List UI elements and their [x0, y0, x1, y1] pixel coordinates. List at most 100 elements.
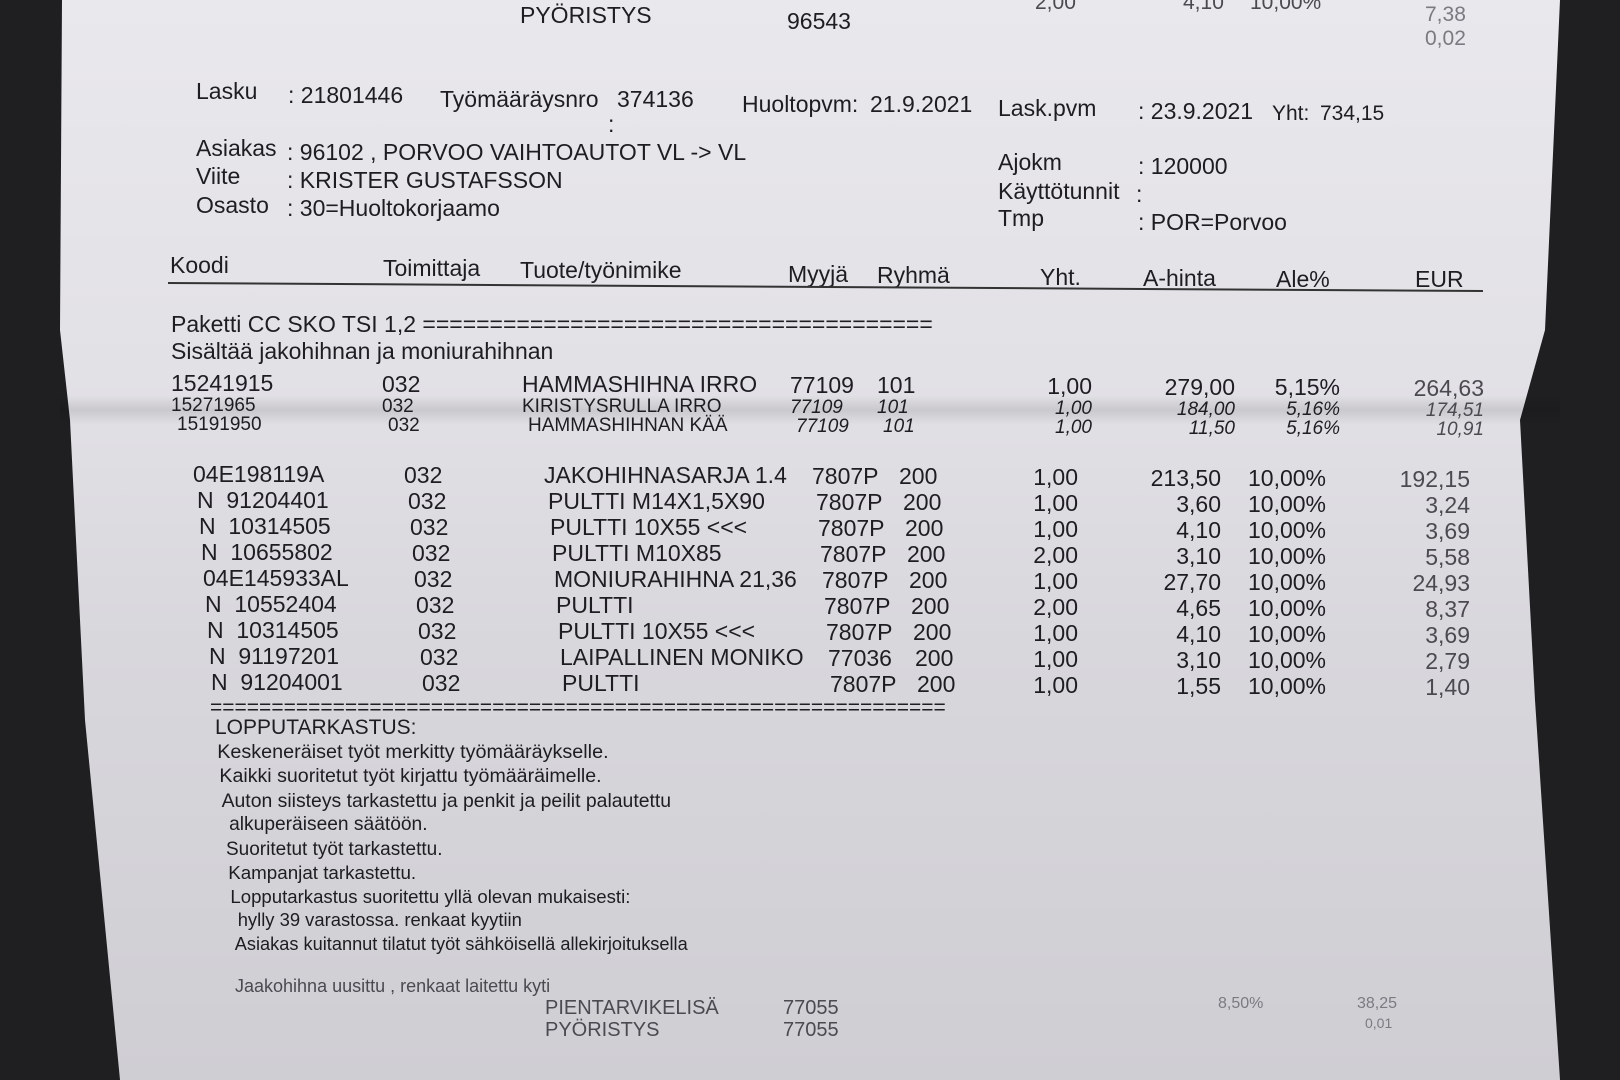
pyoristys-label: PYÖRISTYS — [545, 1019, 660, 1041]
kayttotunnit-value: : — [1136, 181, 1143, 207]
cell-toimittaja: 032 — [416, 591, 455, 618]
cell-koodi: N 10314505 — [199, 513, 331, 539]
tyomaarays-label: Työmääräysnro — [440, 86, 599, 112]
viite-value: : KRISTER GUSTAFSSON — [287, 167, 563, 193]
cell-ryhma: 200 — [909, 567, 948, 594]
cell-toimittaja: 032 — [404, 461, 443, 488]
cell-koodi: N 91204401 — [197, 487, 329, 513]
col-koodi: Koodi — [170, 252, 229, 278]
pientarvike-label: PIENTARVIKELISÄ — [545, 997, 719, 1019]
cell-ale: 10,00% — [1247, 673, 1326, 700]
note-line: alkuperäiseen säätöön. — [223, 814, 428, 835]
cell-tuote: KIRISTYSRULLA IRRO — [522, 396, 722, 418]
cell-eur: 10,91 — [1436, 418, 1484, 440]
top-rounding-label: PYÖRISTYS — [520, 2, 652, 28]
cell-toimittaja: 032 — [382, 370, 421, 397]
cell-ahinta: 27,70 — [1163, 568, 1221, 595]
cell-myyja: 7807P — [816, 488, 883, 515]
cell-myyja: 7807P — [822, 566, 889, 593]
cell-ale: 5,15% — [1274, 374, 1340, 401]
footer-note: Jaakohihna uusittu , renkaat laitettu ky… — [235, 976, 551, 996]
osasto-label: Osasto — [196, 192, 269, 218]
col-toimittaja: Toimittaja — [383, 255, 481, 281]
note-line: Asiakas kuitannut tilatut työt sähköisel… — [234, 934, 688, 954]
cell-yht: 1,00 — [1033, 516, 1078, 542]
cell-ryhma: 200 — [899, 463, 938, 490]
cell-tuote: PULTTI 10X55 <<< — [550, 514, 748, 541]
cell-ryhma: 101 — [877, 397, 909, 419]
note-line: Suoritetut työt tarkastettu. — [226, 839, 443, 860]
cell-ale: 10,00% — [1247, 595, 1326, 622]
cell-eur: 3,69 — [1425, 621, 1470, 648]
col-yht: Yht. — [1040, 264, 1081, 290]
separator: ========================================… — [210, 696, 946, 719]
cell-toimittaja: 032 — [412, 539, 451, 566]
top-total: 7,38 — [1425, 3, 1466, 26]
cell-ahinta: 1,55 — [1176, 672, 1221, 699]
cell-toimittaja: 032 — [388, 414, 420, 436]
cell-myyja: 77109 — [796, 415, 849, 437]
cell-myyja: 7807P — [818, 514, 885, 541]
yht-label: Yht: — [1272, 102, 1310, 125]
cell-eur: 8,37 — [1425, 595, 1470, 622]
viite-label: Viite — [196, 163, 241, 189]
note-line: Kampanjat tarkastettu. — [228, 862, 417, 883]
cell-tuote: JAKOHIHNASARJA 1.4 — [544, 462, 787, 489]
asiakas-label: Asiakas — [196, 135, 277, 161]
cell-koodi: 04E198119A — [193, 461, 325, 487]
cell-ale: 10,00% — [1247, 491, 1326, 518]
cell-eur: 3,24 — [1425, 491, 1470, 518]
cell-ryhma: 200 — [917, 671, 956, 698]
col-ale: Ale% — [1276, 266, 1330, 292]
col-myyja: Myyjä — [788, 261, 849, 287]
cell-ahinta: 11,50 — [1188, 417, 1235, 439]
pientarvike-code: 77055 — [783, 997, 839, 1019]
cell-ale: 10,00% — [1247, 647, 1326, 674]
pyoristys-eur: 0,01 — [1365, 1015, 1393, 1031]
cell-ale: 5,16% — [1286, 399, 1340, 421]
osasto-value: : 30=Huoltokorjaamo — [287, 195, 500, 221]
cell-ale: 10,00% — [1247, 517, 1326, 544]
huoltopvm-label: Huoltopvm: — [742, 91, 859, 117]
cell-toimittaja: 032 — [410, 513, 449, 540]
cell-tuote: HAMMASHIHNAN KÄÄ — [528, 415, 728, 437]
cell-yht: 1,00 — [1055, 417, 1092, 438]
cell-myyja: 7807P — [826, 618, 893, 645]
cell-tuote: PULTTI — [562, 670, 640, 697]
cell-ryhma: 200 — [905, 515, 944, 542]
cell-yht: 1,00 — [1033, 568, 1078, 594]
cell-myyja: 77109 — [790, 396, 843, 418]
pyoristys-code: 77055 — [783, 1019, 839, 1041]
kayttotunnit-label: Käyttötunnit — [998, 178, 1120, 204]
note-line: Auton siisteys tarkastettu ja penkit ja … — [221, 790, 672, 812]
cell-toimittaja: 032 — [408, 487, 447, 514]
cell-toimittaja: 032 — [414, 565, 453, 592]
cell-tuote: MONIURAHIHNA 21,36 — [554, 566, 797, 593]
cell-ryhma: 200 — [903, 489, 942, 516]
lasku-label: Lasku — [196, 78, 258, 104]
cell-ahinta: 3,10 — [1176, 542, 1221, 569]
cell-ale: 10,00% — [1247, 569, 1326, 596]
cell-yht: 1,00 — [1033, 646, 1078, 672]
cell-eur: 5,58 — [1425, 543, 1470, 570]
cell-tuote: LAIPALLINEN MONIKO — [560, 644, 804, 671]
note-line: Kaikki suoritetut työt kirjattu työmäärä… — [219, 765, 602, 787]
cell-koodi: 15241915 — [171, 370, 274, 396]
ajokm-value: : 120000 — [1138, 153, 1228, 179]
top-qty: 2,00 — [1035, 0, 1076, 14]
cell-ryhma: 200 — [913, 619, 952, 646]
cell-ahinta: 213,50 — [1150, 464, 1221, 491]
cell-yht: 1,00 — [1033, 464, 1078, 490]
cell-myyja: 77036 — [828, 644, 892, 671]
tmp-value: : POR=Porvoo — [1138, 209, 1287, 235]
cell-yht: 1,00 — [1033, 672, 1078, 698]
lasku-value: : 21801446 — [288, 82, 404, 108]
cell-ahinta: 184,00 — [1176, 398, 1235, 420]
cell-eur: 192,15 — [1399, 465, 1470, 492]
cell-ahinta: 3,10 — [1176, 646, 1221, 673]
tmp-label: Tmp — [998, 205, 1044, 231]
cell-toimittaja: 032 — [420, 643, 459, 670]
package-subtitle: Sisältää jakohihnan ja moniurahihnan — [171, 338, 554, 364]
col-eur: EUR — [1415, 266, 1464, 292]
